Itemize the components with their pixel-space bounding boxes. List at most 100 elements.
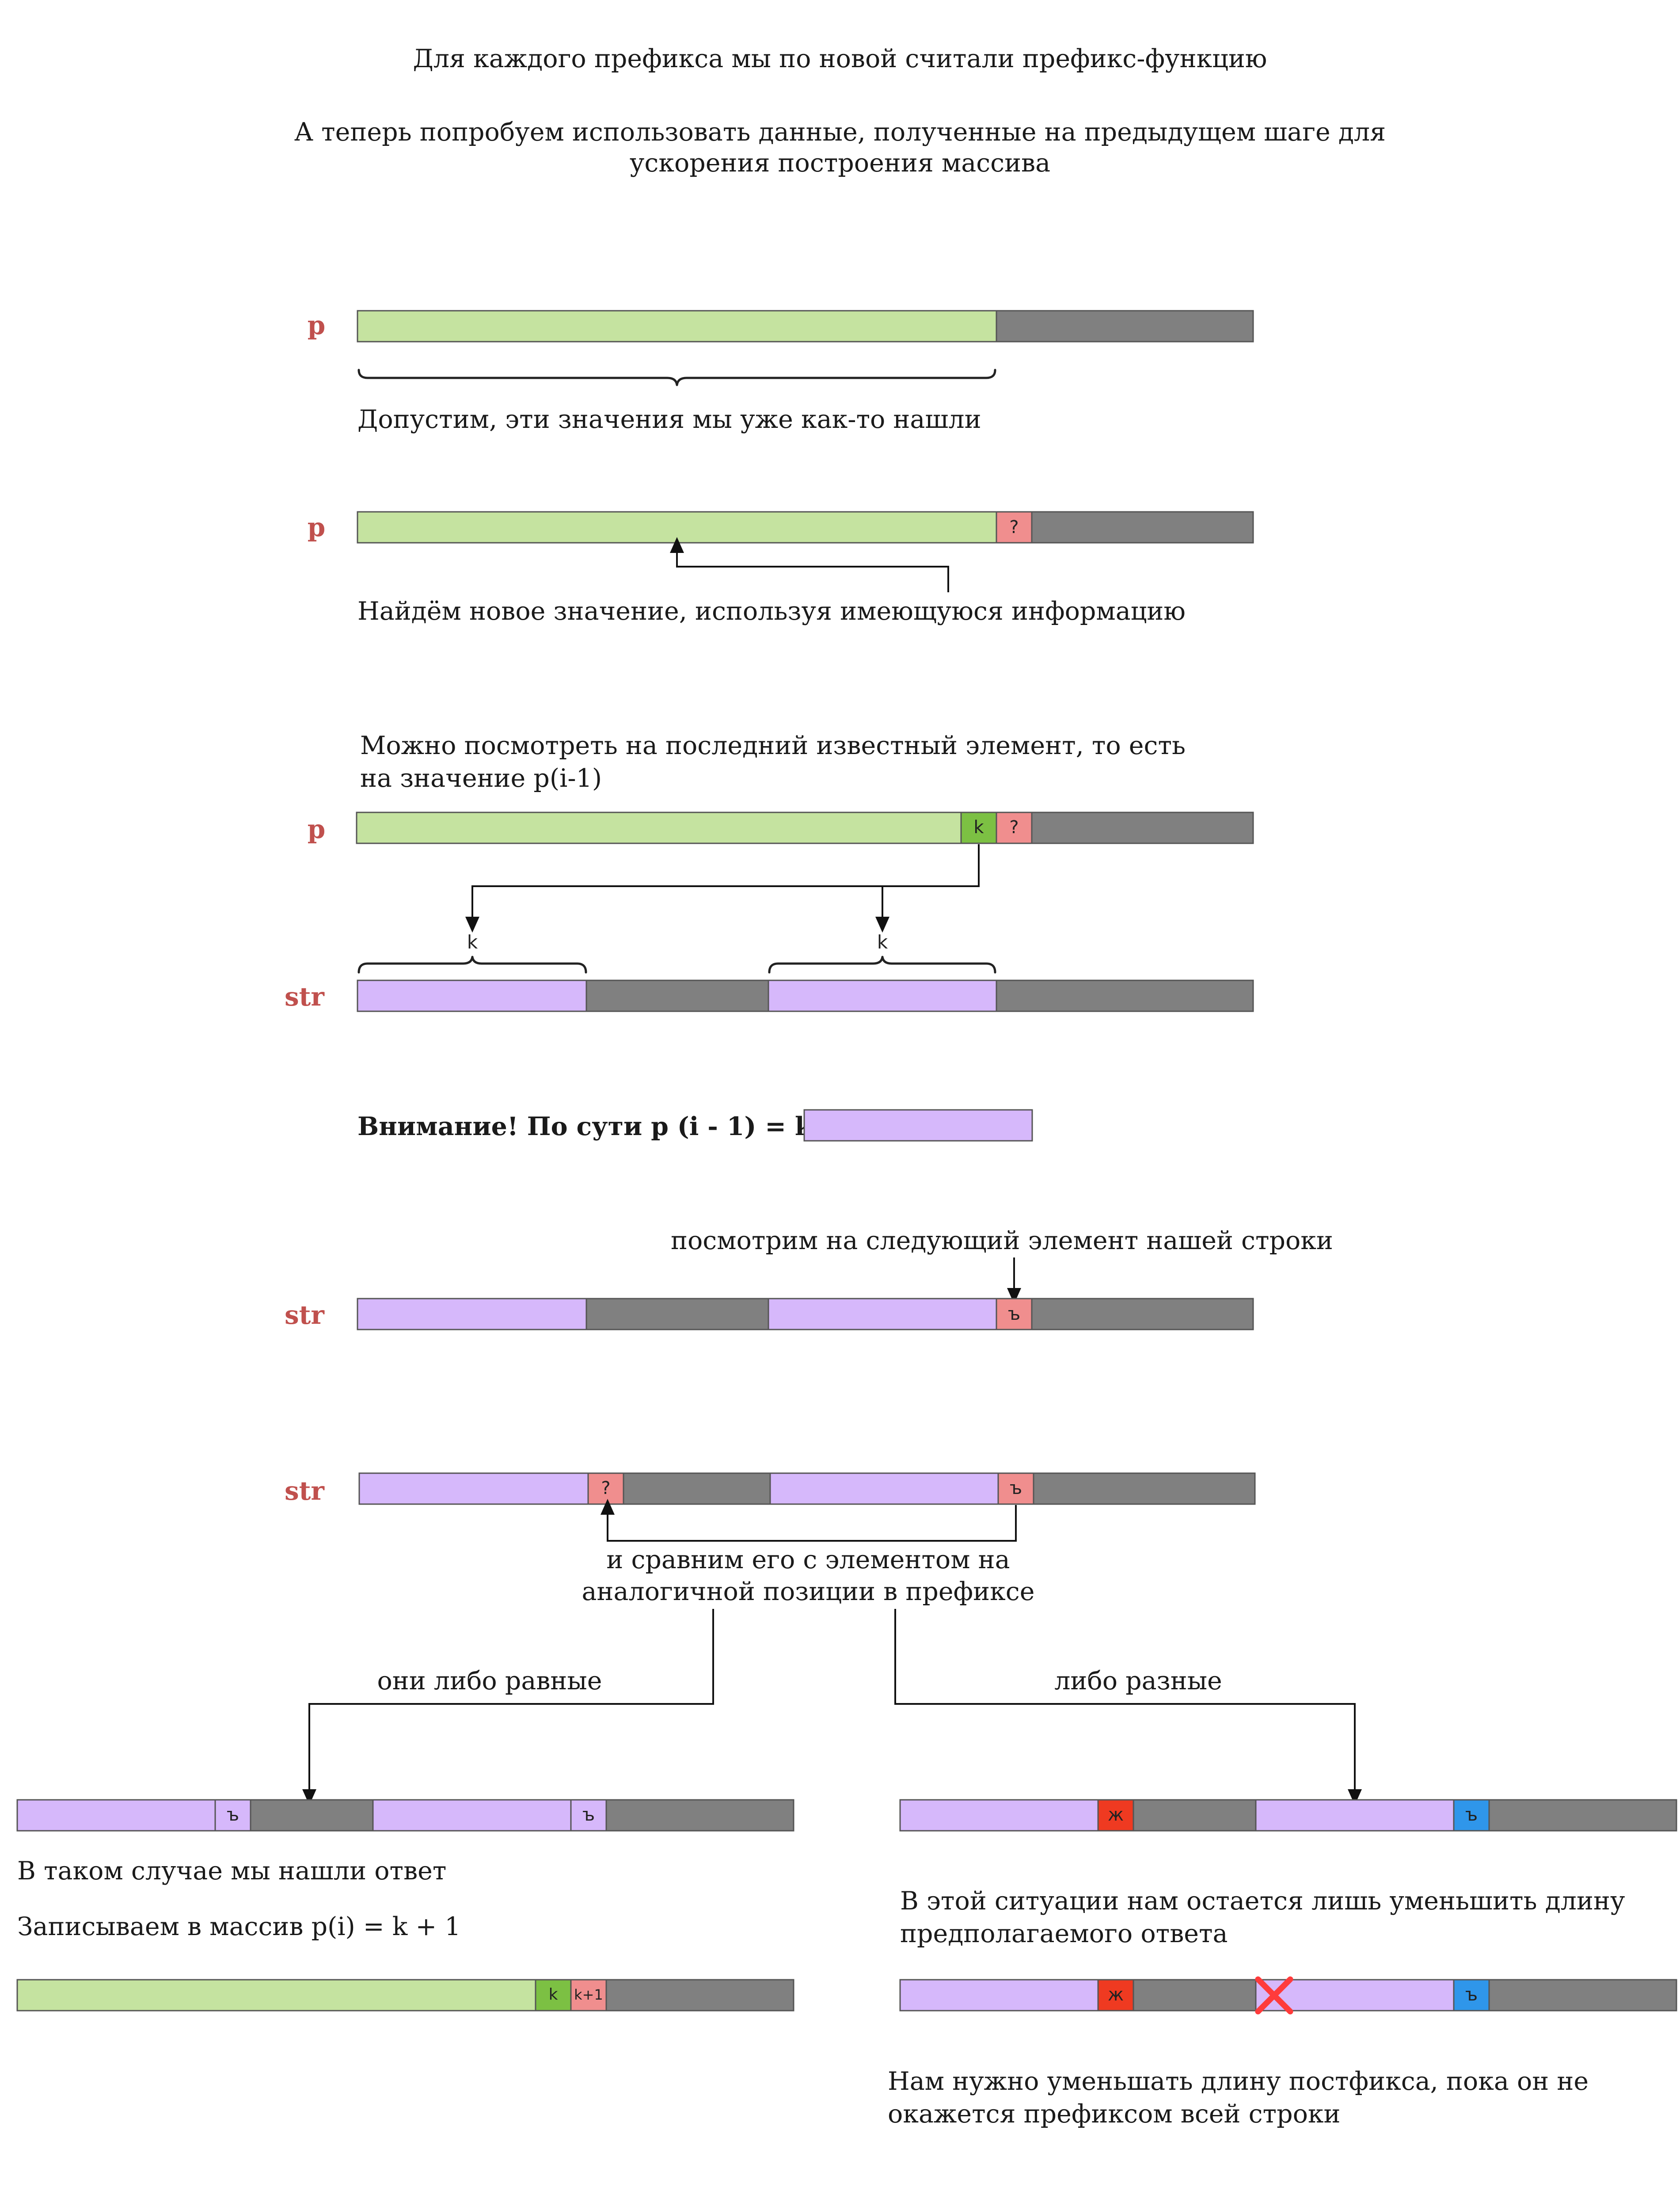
reduced-str-array — [899, 1979, 1677, 2012]
known-values-brace — [357, 369, 996, 386]
middle-segment — [250, 1799, 374, 1832]
rest-segment — [605, 1979, 794, 2012]
compare-text-line1: и сравним его с элементом на — [606, 1545, 1010, 1574]
prefix-k-label: k — [467, 931, 478, 953]
middle-segment — [1133, 1979, 1257, 2012]
use-info-arrow — [670, 537, 949, 592]
prefix-brace — [357, 956, 587, 974]
prefix-next-cell — [1097, 1799, 1134, 1832]
different-str-array — [899, 1799, 1677, 1832]
prefix-next-cell — [214, 1799, 251, 1832]
rest-segment — [1031, 1298, 1254, 1330]
decrease-text-line2: окажется префиксом всей строки — [888, 2100, 1341, 2129]
equal-text: они либо равные — [377, 1666, 602, 1696]
prefix-segment — [899, 1799, 1099, 1832]
k-plus-1-cell — [570, 1979, 607, 2012]
look-last-text-line2: на значение p(i-1) — [360, 764, 602, 793]
prefix-next-cell — [1097, 1979, 1134, 2012]
rest-segment — [1488, 1979, 1677, 2012]
cross-icon — [1255, 1976, 1293, 2015]
p-array-1 — [357, 310, 1254, 343]
equal-branch-arrow — [302, 1609, 714, 1805]
intro-text-line1: А теперь попробуем использовать данные, … — [294, 118, 1386, 147]
k-cell — [535, 1979, 572, 2012]
rest-segment — [1488, 1799, 1677, 1832]
question-cell-text: ? — [1009, 817, 1019, 838]
reduce-text-line1: В этой ситуации нам остается лишь уменьш… — [900, 1886, 1625, 1916]
middle-segment — [1133, 1799, 1257, 1832]
k-to-prefix-arrow — [465, 844, 980, 933]
find-new-text: Найдём новое значение, используя имеющую… — [357, 597, 1186, 626]
hard-sign-cell-text: ъ — [582, 1805, 595, 1825]
compare-arrow — [601, 1499, 1017, 1542]
middle-segment — [623, 1472, 771, 1505]
k-cell — [960, 812, 997, 844]
prefix-segment — [16, 1799, 216, 1832]
known-values-segment — [357, 310, 997, 343]
intro-text-line2: ускорения построения массива — [630, 149, 1050, 178]
hard-sign-cell-text: ъ — [227, 1805, 239, 1825]
attention-prefix-swatch — [803, 1109, 1033, 1142]
hard-sign-cell-text: ъ — [1008, 1304, 1020, 1324]
known-values-segment — [16, 1979, 536, 2012]
suffix-segment — [768, 1298, 997, 1330]
middle-segment — [585, 1298, 769, 1330]
known-values-segment — [356, 812, 962, 844]
equal-str-array — [16, 1799, 794, 1832]
next-element-cell — [1453, 1979, 1490, 2012]
decrease-text-line1: Нам нужно уменьшать длину постфикса, пок… — [888, 2067, 1589, 2096]
question-cell-text: ? — [601, 1478, 610, 1498]
suffix-brace — [768, 956, 996, 974]
prefix-segment — [358, 1472, 589, 1505]
str-array-1 — [357, 979, 1254, 1012]
prefix-segment — [899, 1979, 1099, 2012]
unknown-segment — [1031, 812, 1254, 844]
title-text: Для каждого префикса мы по новой считали… — [413, 44, 1267, 73]
different-text: либо разные — [1054, 1666, 1222, 1696]
unknown-segment — [1031, 511, 1254, 544]
str-label-3: str — [285, 1476, 325, 1506]
prefix-segment — [357, 1298, 587, 1330]
prefix-segment — [357, 979, 587, 1012]
look-last-text-line1: Можно посмотреть на последний известный … — [360, 731, 1186, 760]
next-element-cell — [1453, 1799, 1490, 1832]
suffix-segment — [1255, 1979, 1455, 2012]
suffix-segment — [1255, 1799, 1455, 1832]
suffix-segment — [769, 1472, 999, 1505]
found-answer-text: В таком случае мы нашли ответ — [17, 1856, 446, 1886]
p-array-3 — [356, 812, 1254, 844]
p-label-2: p — [308, 512, 326, 542]
unknown-segment — [996, 310, 1254, 343]
str-array-3 — [358, 1472, 1256, 1505]
p-label-3: p — [308, 814, 326, 844]
suffix-segment — [372, 1799, 572, 1832]
result-p-array — [16, 1979, 794, 2012]
compare-text-line2: аналогичной позиции в префиксе — [582, 1577, 1035, 1606]
next-element-cell — [997, 1472, 1034, 1505]
middle-segment — [585, 979, 769, 1012]
str-array-2 — [357, 1298, 1254, 1330]
hard-sign-cell-text: ъ — [1465, 1985, 1478, 2005]
attention-text: Внимание! По сути p (i - 1) = k = — [357, 1112, 842, 1141]
k-plus-1-cell-text: k+1 — [574, 1986, 603, 2003]
zhe-cell-text: ж — [1108, 1985, 1124, 2005]
question-cell-text: ? — [1009, 517, 1019, 537]
p-label-1: p — [308, 310, 326, 340]
rest-segment — [1033, 1472, 1256, 1505]
different-branch-arrow — [894, 1609, 1362, 1805]
suffix-k-label: k — [877, 931, 888, 953]
suffix-segment — [768, 979, 997, 1012]
rest-segment — [996, 979, 1254, 1012]
hard-sign-cell-text: ъ — [1465, 1805, 1478, 1825]
rest-segment — [605, 1799, 794, 1832]
unknown-cell — [996, 511, 1033, 544]
found-values-text: Допустим, эти значения мы уже как-то наш… — [357, 405, 981, 434]
zhe-cell-text: ж — [1108, 1805, 1124, 1825]
str-label-2: str — [285, 1300, 325, 1330]
cross-icon-stroke-2 — [1255, 1976, 1293, 2015]
reduce-text-line2: предполагаемого ответа — [900, 1919, 1228, 1948]
k-cell-text: k — [549, 1985, 558, 2004]
str-label-1: str — [285, 982, 325, 1012]
known-values-segment — [357, 511, 997, 544]
